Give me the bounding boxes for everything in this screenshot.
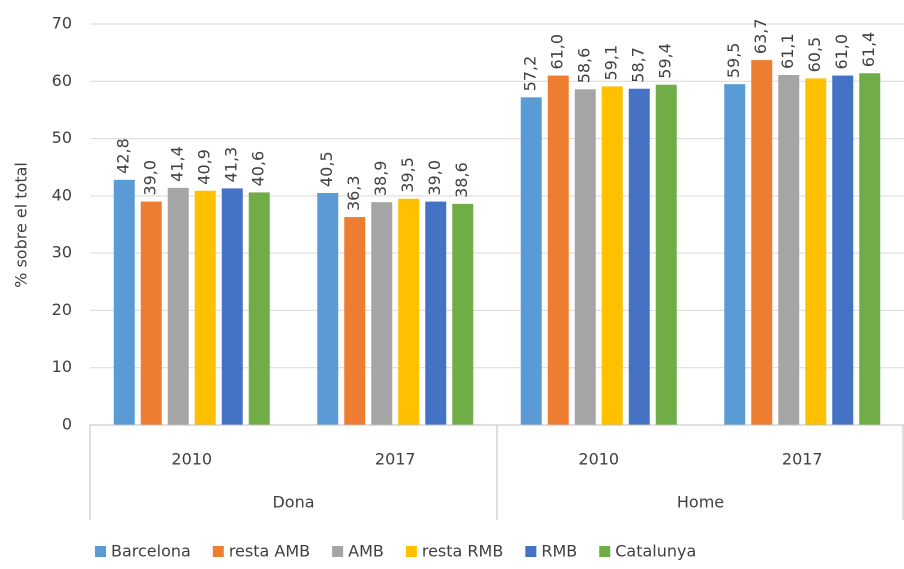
x-tick-label: 2010 <box>171 450 212 469</box>
data-label: 38,9 <box>371 161 390 197</box>
legend-label: RMB <box>541 542 577 561</box>
bar <box>574 89 596 425</box>
data-label: 59,4 <box>656 43 675 79</box>
bar <box>167 187 189 425</box>
x-tick-label: 2017 <box>375 450 416 469</box>
bar <box>832 75 854 426</box>
y-tick-label: 60 <box>52 71 72 90</box>
data-label: 63,7 <box>751 18 770 54</box>
legend-swatch <box>525 546 537 557</box>
group-label: Dona <box>272 493 314 512</box>
legend-label: Barcelona <box>111 542 191 561</box>
data-label: 61,1 <box>778 33 797 69</box>
legend-label: resta AMB <box>229 542 310 561</box>
y-tick-label: 20 <box>52 300 72 319</box>
legend-swatch <box>599 546 611 557</box>
data-label: 36,3 <box>344 175 363 211</box>
data-label: 61,0 <box>548 34 567 70</box>
bar <box>724 84 746 426</box>
data-label: 59,1 <box>602 45 621 81</box>
bar <box>221 188 243 425</box>
data-label: 58,6 <box>575 48 594 84</box>
bar <box>425 201 447 425</box>
bar <box>452 203 474 425</box>
data-label: 38,6 <box>452 162 471 198</box>
bar <box>344 217 366 425</box>
data-label: 40,5 <box>317 151 336 187</box>
bar <box>751 60 773 426</box>
bar <box>398 198 420 425</box>
bar <box>371 202 393 425</box>
data-label: 40,9 <box>195 149 214 185</box>
y-tick-label: 30 <box>52 243 72 262</box>
legend-swatch <box>405 546 417 557</box>
y-tick-label: 50 <box>52 128 72 147</box>
legend-label: AMB <box>348 542 384 561</box>
bar <box>547 75 569 426</box>
data-label: 41,4 <box>168 146 187 182</box>
bar <box>317 192 339 425</box>
x-tick-label: 2010 <box>578 450 619 469</box>
legend-swatch <box>332 546 344 557</box>
bar <box>113 179 135 425</box>
data-label: 40,6 <box>249 151 268 187</box>
bar <box>248 192 270 425</box>
x-tick-label: 2017 <box>782 450 823 469</box>
y-tick-label: 70 <box>52 14 72 33</box>
data-label: 39,0 <box>425 160 444 196</box>
bar <box>859 73 881 425</box>
y-tick-label: 0 <box>62 415 72 434</box>
bar <box>628 88 650 426</box>
data-label: 61,0 <box>832 34 851 70</box>
bar <box>805 78 827 426</box>
bar <box>520 97 542 425</box>
data-label: 39,0 <box>141 160 160 196</box>
data-label: 41,3 <box>222 147 241 183</box>
bar <box>140 201 162 425</box>
bar <box>194 190 216 425</box>
data-label: 39,5 <box>398 157 417 193</box>
data-label: 61,4 <box>859 32 878 68</box>
legend-swatch <box>212 546 224 557</box>
y-axis-title: % sobre el total <box>12 162 31 288</box>
data-label: 59,5 <box>724 43 743 79</box>
bar <box>601 86 623 425</box>
y-tick-label: 40 <box>52 185 72 204</box>
y-tick-label: 10 <box>52 357 72 376</box>
data-label: 57,2 <box>521 56 540 92</box>
bar <box>778 74 800 425</box>
data-label: 58,7 <box>629 47 648 83</box>
bar <box>655 84 677 426</box>
legend-label: Catalunya <box>615 542 696 561</box>
legend-swatch <box>95 546 106 557</box>
data-label: 60,5 <box>805 37 824 73</box>
legend-label: resta RMB <box>422 542 503 561</box>
group-label: Home <box>677 493 724 512</box>
data-label: 42,8 <box>114 138 133 174</box>
